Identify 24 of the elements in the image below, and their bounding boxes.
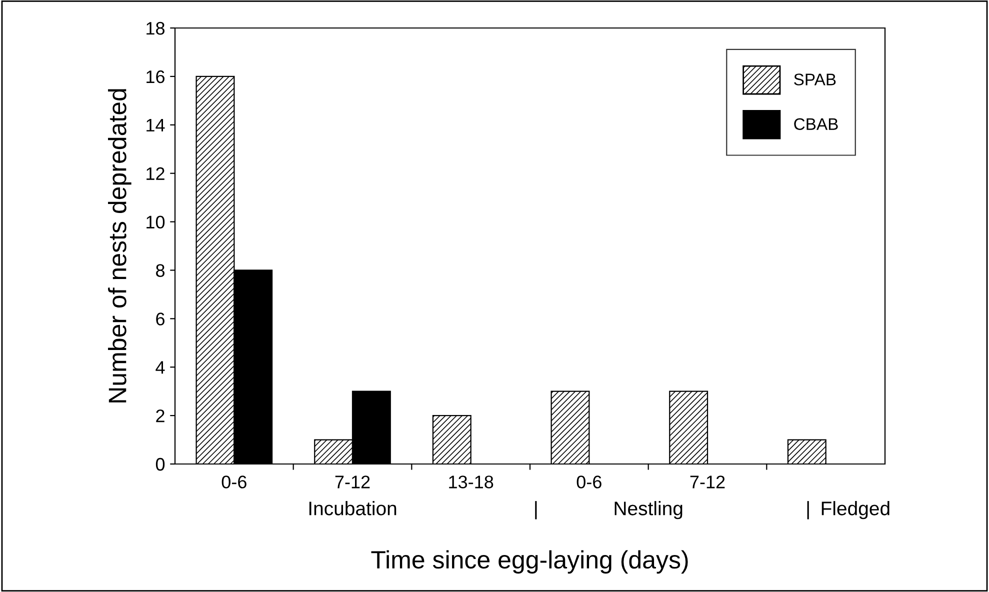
text: | (535, 501, 537, 520)
y-tick-label: 18 (146, 22, 164, 35)
text: Nestling (614, 501, 682, 520)
legend-label: CBAB (794, 118, 838, 130)
y-tick-label: 4 (156, 361, 165, 374)
y-axis-title: Number of nests depredated (108, 89, 132, 402)
x-tick-label: 7-12 (690, 476, 725, 488)
text: Fledged (822, 501, 890, 520)
y-tick-label: 8 (156, 264, 164, 277)
text: Incubation (309, 501, 396, 516)
y-tick-label: 0 (156, 458, 165, 471)
y-tick-label: 14 (146, 119, 165, 132)
x-tick-label: 0-6 (576, 476, 602, 488)
y-tick-label: 6 (156, 312, 164, 326)
y-tick-label: 10 (146, 216, 165, 228)
legend-label: SPAB (794, 74, 836, 86)
x-tick-label: 0-6 (222, 476, 246, 488)
y-tick-label: 12 (146, 167, 164, 180)
x-axis-title: Time since egg-laying (days) (371, 550, 688, 574)
y-tick-label: 2 (156, 409, 164, 422)
x-tick-label: 7-12 (335, 476, 370, 488)
text: | (807, 501, 809, 520)
y-tick-label: 16 (146, 70, 164, 84)
x-tick-label: 13-18 (449, 476, 494, 488)
